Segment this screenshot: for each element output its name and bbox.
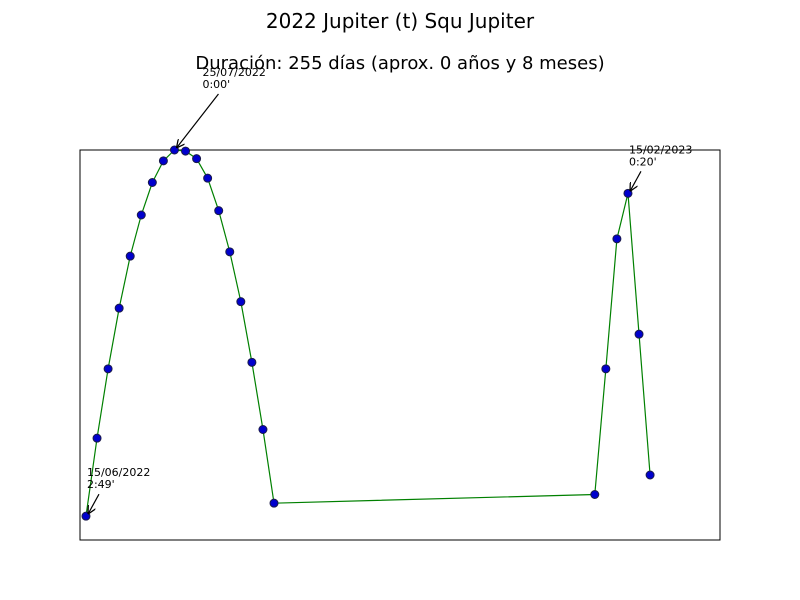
annotation-text: 25/07/2022 (202, 66, 265, 79)
point (147, 178, 157, 187)
annotation-arrow (176, 93, 219, 148)
point (634, 329, 644, 339)
annotation-arrow (88, 493, 100, 514)
point (236, 297, 246, 307)
point (203, 173, 213, 183)
series-line (85, 149, 651, 517)
point (601, 364, 611, 374)
point (269, 498, 279, 508)
annotation-arrow (630, 171, 642, 191)
annotation-text: 0:00' (202, 78, 230, 91)
point (192, 154, 202, 164)
point (103, 364, 113, 374)
point (158, 156, 168, 166)
point (612, 234, 622, 244)
point (136, 210, 146, 220)
annotation-text: 15/06/2022 (87, 466, 150, 479)
annotation-text: 0:20' (629, 155, 657, 168)
point (214, 206, 224, 216)
chart-subtitle: Duración: 255 días (aprox. 0 años y 8 me… (195, 53, 604, 74)
point (92, 433, 102, 443)
point (114, 303, 124, 313)
point (181, 146, 191, 156)
plot-frame (79, 149, 721, 541)
chart-title: 2022 Jupiter (t) Squ Jupiter (266, 9, 535, 33)
point (645, 470, 655, 480)
point (258, 425, 268, 434)
point (125, 251, 135, 261)
annotation-text: 15/02/2023 (629, 143, 692, 156)
point (247, 357, 257, 367)
point (590, 490, 600, 499)
point (225, 247, 235, 257)
annotation-text: 2:49' (87, 478, 115, 491)
